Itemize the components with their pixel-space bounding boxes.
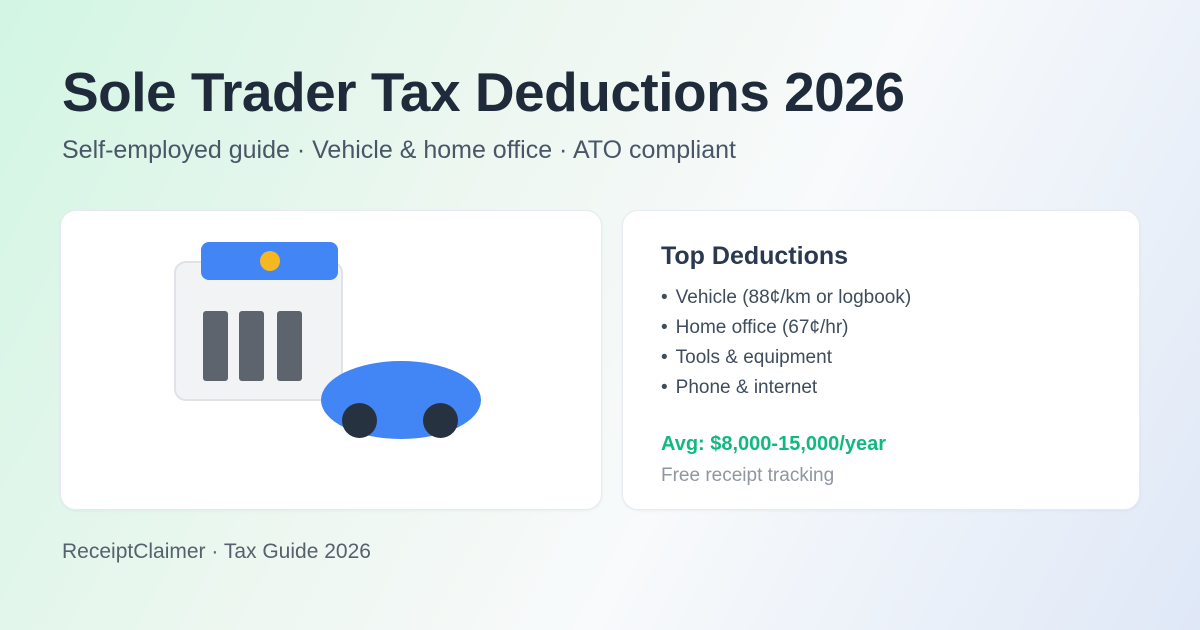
car-wheel-right-icon bbox=[423, 403, 458, 438]
illustration-card bbox=[60, 210, 602, 510]
list-item: • Tools & equipment bbox=[661, 343, 911, 373]
bullet-icon: • bbox=[661, 287, 668, 308]
receipt-dot-icon bbox=[260, 251, 280, 271]
bullet-icon: • bbox=[661, 377, 668, 398]
list-item-label: Tools & equipment bbox=[675, 347, 832, 368]
car-wheel-left-icon bbox=[342, 403, 377, 438]
list-item-label: Home office (67¢/hr) bbox=[675, 317, 849, 338]
free-tracking-note: Free receipt tracking bbox=[661, 465, 835, 486]
deductions-list: • Vehicle (88¢/km or logbook) • Home offic… bbox=[661, 283, 911, 403]
page-title: Sole Trader Tax Deductions 2026 bbox=[62, 61, 905, 123]
bullet-icon: • bbox=[661, 347, 668, 368]
bullet-icon: • bbox=[661, 317, 668, 338]
list-item: • Phone & internet bbox=[661, 373, 911, 403]
receipt-bar-icon bbox=[277, 311, 302, 381]
list-item-label: Vehicle (88¢/km or logbook) bbox=[675, 287, 912, 308]
deductions-heading: Top Deductions bbox=[661, 242, 849, 270]
list-item: • Home office (67¢/hr) bbox=[661, 313, 911, 343]
list-item-label: Phone & internet bbox=[675, 377, 818, 398]
brand-byline: ReceiptClaimer · Tax Guide 2026 bbox=[62, 540, 371, 563]
receipt-bar-icon bbox=[203, 311, 228, 381]
deductions-card: Top Deductions • Vehicle (88¢/km or logbo… bbox=[622, 210, 1140, 510]
receipt-bar-icon bbox=[239, 311, 264, 381]
page-subtitle: Self-employed guide · Vehicle & home off… bbox=[62, 136, 736, 164]
average-deduction-value: Avg: $8,000-15,000/year bbox=[661, 433, 886, 455]
list-item: • Vehicle (88¢/km or logbook) bbox=[661, 283, 911, 313]
